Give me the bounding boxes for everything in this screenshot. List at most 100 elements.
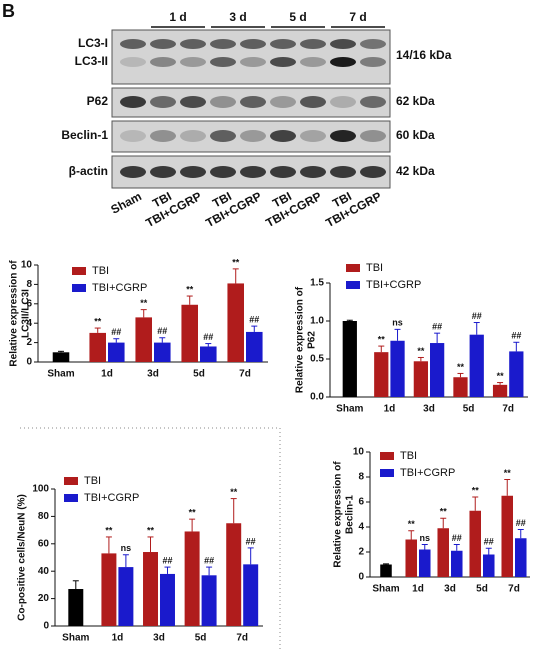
blot-band: [300, 39, 326, 49]
lane-label: TBI+CGRP: [323, 189, 383, 230]
bar: [501, 495, 513, 577]
y-tick-label: 100: [32, 484, 49, 495]
significance: **: [94, 316, 102, 326]
legend-swatch: [380, 469, 394, 477]
significance: **: [232, 257, 240, 267]
legend-swatch: [64, 477, 78, 485]
row-label: LC3-II: [75, 54, 108, 68]
bar: [419, 549, 431, 577]
y-tick-label: 6: [358, 497, 364, 508]
y-axis-label: Relative expression of: [295, 286, 306, 393]
blot-band: [270, 57, 296, 67]
blot-band: [210, 57, 236, 67]
bar: [492, 384, 508, 397]
blot-band: [210, 166, 236, 178]
row-label: P62: [87, 94, 109, 108]
lane-label: Sham: [108, 189, 143, 217]
blot-band: [300, 57, 326, 67]
significance: **: [140, 298, 148, 308]
bar: [243, 564, 259, 626]
significance: ##: [516, 518, 526, 528]
bar: [453, 377, 468, 397]
blot-band: [120, 57, 146, 67]
significance: ##: [484, 537, 494, 547]
blot-band: [360, 39, 386, 49]
significance: **: [497, 371, 505, 381]
blot-band: [180, 39, 206, 49]
significance: ##: [511, 331, 521, 341]
bar: [101, 553, 117, 626]
x-tick-label: 3d: [444, 584, 456, 595]
legend-swatch: [346, 264, 360, 272]
blot-band: [330, 130, 356, 142]
y-axis-label: Relative expression of: [9, 260, 20, 367]
significance: **: [472, 485, 480, 495]
blot-band: [240, 96, 266, 108]
legend-label: TBI: [400, 450, 417, 462]
significance: ns: [392, 318, 403, 328]
y-tick-label: 6: [26, 298, 32, 309]
blot-band: [210, 96, 236, 108]
bar: [469, 510, 481, 577]
significance: **: [417, 346, 425, 356]
significance: ns: [121, 543, 132, 553]
significance: **: [189, 508, 197, 518]
time-label: 5 d: [289, 10, 306, 24]
x-tick-label: Sham: [47, 369, 74, 380]
blot-band: [180, 130, 206, 142]
legend-swatch: [64, 494, 78, 502]
blot-band: [270, 96, 296, 108]
y-tick-label: 1.5: [310, 278, 324, 289]
significance: ##: [432, 322, 442, 332]
bar: [181, 304, 198, 362]
blot-band: [270, 130, 296, 142]
y-tick-label: 0: [26, 357, 32, 368]
legend-label: TBI: [92, 265, 109, 277]
bar: [226, 523, 242, 626]
y-tick-label: 0: [43, 621, 49, 632]
blot-band: [330, 96, 356, 108]
x-tick-label: 1d: [384, 404, 396, 415]
x-tick-label: 3d: [423, 404, 435, 415]
y-tick-label: 0: [358, 572, 364, 583]
bar: [437, 528, 449, 577]
bar: [201, 575, 217, 626]
blot-band: [120, 96, 146, 108]
row-label: Beclin-1: [61, 128, 108, 142]
y-axis-label: Relative expression of: [333, 461, 344, 568]
blot-panel: [111, 29, 391, 85]
lane-label: TBI+CGRP: [143, 189, 203, 230]
blot-band: [180, 166, 206, 178]
bar: [380, 564, 392, 577]
x-tick-label: 7d: [239, 369, 251, 380]
blot-band: [240, 39, 266, 49]
y-tick-label: 0.0: [310, 392, 324, 403]
y-tick-label: 1.0: [310, 316, 324, 327]
significance: ##: [452, 533, 462, 543]
bar: [413, 361, 428, 397]
panel-label: B: [2, 1, 15, 21]
significance: **: [147, 525, 155, 535]
x-tick-label: 7d: [502, 404, 514, 415]
bar: [143, 552, 158, 626]
blot-band: [180, 57, 206, 67]
bar: [154, 342, 171, 362]
significance: ##: [203, 332, 213, 342]
y-tick-label: 20: [38, 593, 50, 604]
blot-band: [360, 166, 386, 178]
x-tick-label: 3d: [153, 633, 165, 644]
bar: [430, 343, 445, 397]
significance: ##: [472, 311, 482, 321]
kda-label: 42 kDa: [396, 164, 435, 178]
significance: ##: [246, 536, 256, 546]
legend-swatch: [380, 452, 394, 460]
blot-band: [210, 39, 236, 49]
blot-band: [150, 96, 176, 108]
blot-band: [360, 57, 386, 67]
x-tick-label: 5d: [193, 369, 205, 380]
legend-label: TBI+CGRP: [400, 467, 455, 479]
significance: **: [378, 334, 386, 344]
y-tick-label: 8: [358, 472, 364, 483]
row-label: LC3-I: [78, 36, 108, 50]
